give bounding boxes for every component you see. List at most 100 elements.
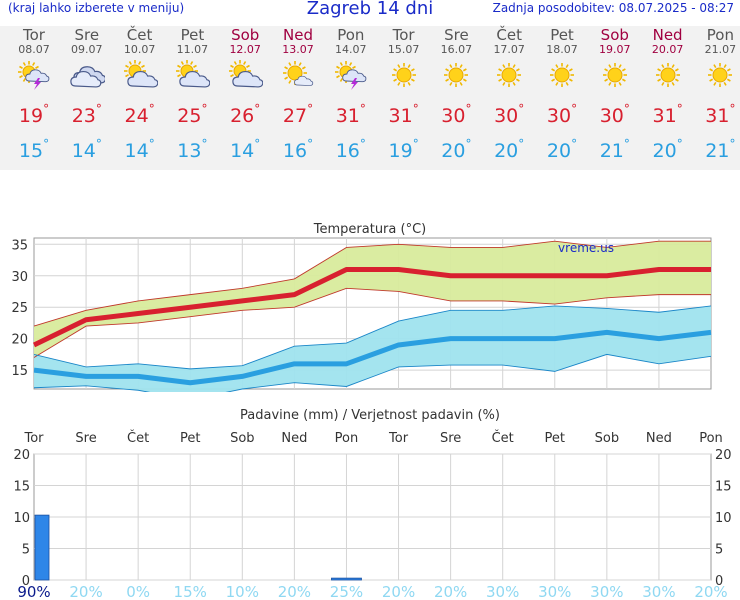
precip-probability: 20%: [278, 583, 311, 600]
sun-cloud-thunder-icon: [18, 61, 50, 90]
precip-probability: 10%: [226, 583, 259, 600]
max-range-band: [34, 241, 711, 358]
min-temp-value: 20: [546, 140, 572, 162]
sun-cloud-icon: [123, 60, 158, 88]
min-temp: 20°: [642, 131, 694, 164]
day-column: Čet 17.07 30° 20°: [483, 26, 535, 164]
precip-probability: 30%: [642, 583, 675, 600]
degree-sign: °: [623, 137, 630, 151]
x-tick-label: Ned: [646, 431, 672, 446]
sun-icon: [602, 63, 627, 87]
precip-probability: 30%: [486, 583, 519, 600]
day-name: Pon: [706, 26, 734, 44]
min-temp: 21°: [694, 131, 740, 164]
degree-sign: °: [518, 137, 525, 151]
min-temp: 20°: [430, 131, 482, 164]
day-column: Pon 21.07 31° 21°: [694, 26, 740, 164]
sun-icon: [497, 63, 522, 87]
y-tick-label: 10: [13, 511, 30, 526]
sun-icon: [655, 63, 680, 87]
location-hint[interactable]: (kraj lahko izberete v meniju): [8, 1, 185, 15]
max-temp: 31°: [694, 94, 740, 131]
day-column: Sob 12.07 26° 14°: [219, 26, 271, 164]
min-temp-value: 13: [177, 140, 202, 162]
day-column: Sre 09.07 23° 14°: [61, 26, 113, 164]
max-temp-value: 24: [124, 105, 149, 127]
day-date: 17.07: [493, 43, 525, 56]
daily-forecast-strip: Tor 08.07 19° 15° Sre 09.07 23° 14° Čet 10.07 24° 1…: [0, 26, 740, 170]
sun-cloud-icon: [229, 60, 264, 88]
y-tick-label-right: 10: [715, 511, 732, 526]
min-temp: 20°: [483, 131, 535, 164]
x-tick-label: Tor: [23, 431, 44, 446]
max-temp: 23°: [61, 94, 113, 131]
min-temp-value: 14: [230, 140, 255, 162]
degree-sign: °: [518, 102, 525, 116]
max-temp-line: [32, 266, 711, 348]
max-temp: 30°: [430, 94, 482, 131]
degree-sign: °: [359, 137, 366, 151]
degree-sign: °: [254, 102, 261, 116]
y-tick-label-right: 15: [715, 480, 732, 495]
day-name: Tor: [392, 26, 415, 44]
degree-sign: °: [571, 102, 578, 116]
sun-small-cloud-icon: [283, 61, 314, 86]
max-temp-value: 31: [335, 105, 360, 127]
min-temp-value: 19: [388, 140, 413, 162]
day-name: Čet: [126, 26, 153, 44]
header: (kraj lahko izberete v meniju) Zagreb 14…: [0, 0, 740, 22]
day-date: 13.07: [282, 43, 314, 56]
x-tick-label: Čet: [492, 430, 514, 446]
sun-cloud-icon: [176, 60, 211, 88]
y-tick-label: 15: [13, 480, 30, 495]
degree-sign: °: [307, 137, 314, 151]
degree-sign: °: [43, 137, 50, 151]
precip-probability: 90%: [17, 583, 50, 600]
day-name: Pet: [180, 26, 205, 44]
chart-title: Temperatura (°C): [313, 222, 426, 237]
degree-sign: °: [254, 137, 261, 151]
day-name: Sob: [600, 26, 629, 44]
temperature-chart: Temperatura (°C) 15 20 25 30 35 vreme.us: [11, 222, 712, 392]
min-temp: 19°: [378, 131, 430, 164]
x-tick-label: Pet: [545, 431, 565, 446]
max-temp: 31°: [642, 94, 694, 131]
day-column: Pet 11.07 25° 13°: [166, 26, 218, 164]
degree-sign: °: [729, 137, 736, 151]
precip-probability: 25%: [330, 583, 363, 600]
max-temp: 30°: [589, 94, 641, 131]
precip-probability: 20%: [382, 583, 415, 600]
sun-icon: [444, 63, 469, 87]
day-name: Ned: [283, 26, 313, 44]
y-tick-label: 15: [11, 364, 28, 379]
x-tick-label: Pet: [180, 431, 200, 446]
min-temp-value: 20: [441, 140, 466, 162]
precip-probability: 30%: [590, 583, 623, 600]
max-temp-value: 31: [652, 105, 677, 127]
max-lower-edge: [33, 287, 711, 358]
day-name: Ned: [652, 26, 683, 44]
min-temp-value: 14: [71, 140, 96, 162]
day-column: Sre 16.07 30° 20°: [430, 26, 482, 164]
last-update: Zadnja posodobitev: 08.07.2025 - 08:27: [492, 1, 734, 15]
min-upper-edge: [33, 305, 712, 370]
precip-bar: [34, 514, 50, 581]
y-tick-label-right: 5: [715, 543, 723, 558]
degree-sign: °: [623, 102, 630, 116]
precip-probability: 15%: [174, 583, 207, 600]
y-tick-label: 20: [13, 448, 30, 463]
min-lower-edge: [33, 353, 712, 392]
precip-probability: 20%: [69, 583, 102, 600]
day-date: 20.07: [651, 43, 684, 56]
day-date: 08.07: [18, 43, 50, 56]
day-date: 15.07: [387, 43, 420, 56]
sun-icon: [391, 63, 416, 87]
degree-sign: °: [729, 102, 736, 116]
degree-sign: °: [307, 102, 314, 116]
max-temp-value: 30: [494, 105, 519, 127]
min-temp-value: 16: [335, 140, 360, 162]
day-name: Sre: [74, 26, 100, 44]
x-tick-label: Sob: [230, 431, 254, 446]
max-temp-value: 30: [441, 105, 466, 127]
degree-sign: °: [465, 137, 472, 151]
